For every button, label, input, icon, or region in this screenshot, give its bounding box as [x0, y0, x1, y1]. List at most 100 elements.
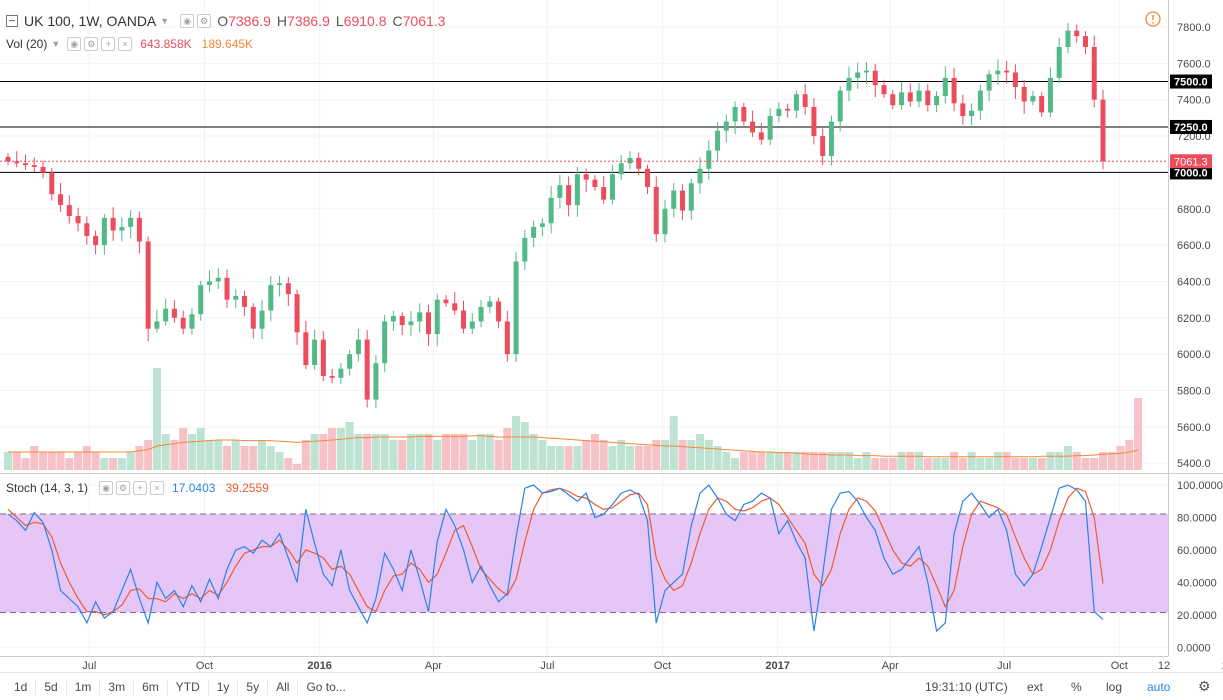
add-icon[interactable]: +: [133, 481, 148, 495]
price-tick-label: 7800.0: [1177, 22, 1211, 34]
candle-body: [951, 77, 957, 104]
volume-bar: [941, 458, 950, 470]
candle-body: [487, 301, 493, 307]
volume-bar: [783, 452, 792, 470]
candle-body: [1012, 72, 1018, 87]
eye-icon[interactable]: ◉: [67, 37, 82, 51]
ext-toggle[interactable]: ext: [1027, 679, 1044, 694]
volume-bar: [328, 428, 337, 470]
volume-bar: [801, 452, 810, 470]
time-tick-label: Jul: [997, 660, 1011, 672]
range-all-button[interactable]: All: [268, 678, 299, 695]
price-tick-label: 5400.0: [1177, 458, 1211, 470]
candles: [5, 23, 1106, 408]
stoch-tick-label: 0.0000: [1177, 642, 1211, 654]
eye-icon[interactable]: ◉: [180, 14, 195, 28]
volume-bar: [91, 452, 100, 470]
volume-bar: [827, 452, 836, 470]
settings-icon[interactable]: ⚙: [84, 37, 99, 51]
volume-bar: [187, 434, 196, 470]
volume-bar: [310, 434, 319, 470]
volume-bar: [897, 452, 906, 470]
volume-title[interactable]: Vol (20): [6, 37, 48, 51]
goto-button[interactable]: Go to...: [306, 679, 346, 694]
stoch-d-line: [7, 487, 1104, 616]
candle-body: [443, 299, 449, 304]
eye-icon[interactable]: ◉: [99, 481, 114, 495]
volume-bar: [713, 446, 722, 470]
range-ytd-button[interactable]: YTD: [168, 678, 209, 695]
candle-body: [496, 301, 502, 322]
dropdown-icon[interactable]: ▼: [160, 16, 170, 26]
candle-body: [793, 94, 799, 111]
add-icon[interactable]: +: [101, 37, 116, 51]
volume-bar: [967, 452, 976, 470]
gear-icon[interactable]: ⚙: [1198, 678, 1211, 694]
close-icon[interactable]: ×: [118, 37, 133, 51]
range-6m-button[interactable]: 6m: [134, 678, 168, 695]
volume-bar: [888, 458, 897, 470]
candle-body: [425, 312, 431, 335]
time-axis[interactable]: JulOct2016AprJulOct2017AprJulOct201812: [82, 660, 1223, 672]
log-toggle[interactable]: log: [1106, 679, 1123, 694]
warning-icon[interactable]: [1145, 11, 1161, 27]
settings-icon[interactable]: ⚙: [197, 14, 212, 28]
dropdown-icon[interactable]: ▼: [51, 39, 61, 49]
candle-body: [1030, 96, 1036, 102]
bottom-toolbar: 1d 5d 1m 3m 6m YTD 1y 5y All Go to... 19…: [0, 672, 1223, 700]
range-5y-button[interactable]: 5y: [238, 678, 269, 695]
range-1d-button[interactable]: 1d: [6, 678, 37, 695]
range-1m-button[interactable]: 1m: [67, 678, 101, 695]
volume-bar: [30, 446, 39, 470]
candle-body: [609, 174, 615, 200]
volume-bar: [266, 446, 275, 470]
clock-readout[interactable]: 19:31:10 (UTC): [925, 679, 1008, 694]
price-axis[interactable]: 7800.0 7600.0 7400.0 7200.0 7000.0 6800.0 6600…: [1177, 22, 1211, 470]
stoch-title[interactable]: Stoch (14, 3, 1): [6, 481, 89, 495]
collapse-icon[interactable]: [6, 15, 18, 27]
volume-bar: [240, 446, 249, 470]
stoch-axis[interactable]: 100.0000 80.0000 60.0000 40.0000 20.0000 0.00…: [1177, 480, 1223, 654]
candle-body: [347, 354, 353, 369]
settings-icon[interactable]: ⚙: [116, 481, 131, 495]
candle-body: [566, 185, 572, 206]
chart-canvas[interactable]: 7800.0 7600.0 7400.0 7200.0 7000.0 6800.0 6600…: [0, 0, 1223, 672]
candle-body: [969, 110, 975, 117]
candle-body: [469, 321, 475, 329]
candle-body: [828, 121, 834, 157]
candle-body: [715, 130, 721, 151]
volume-bar: [520, 422, 529, 470]
volume-bar: [512, 416, 521, 470]
range-1y-button[interactable]: 1y: [209, 678, 239, 695]
volume-bar: [152, 368, 161, 470]
stoch-tick-label: 40.0000: [1177, 577, 1217, 589]
volume-bar: [1134, 398, 1143, 470]
volume-bar: [363, 434, 372, 470]
volume-bar: [932, 458, 941, 470]
hline-price-tag: [1170, 74, 1212, 89]
candle-body: [329, 375, 335, 378]
low-label: L: [335, 13, 344, 29]
candle-body: [268, 285, 274, 311]
volume-bar: [599, 440, 608, 470]
range-3m-button[interactable]: 3m: [100, 678, 135, 695]
volume-bar: [1107, 452, 1116, 470]
close-icon[interactable]: ×: [150, 481, 165, 495]
symbol-title[interactable]: UK 100, 1W, OANDA: [24, 13, 157, 29]
horizontal-lines[interactable]: [0, 81, 1168, 173]
candle-body: [986, 74, 992, 91]
volume-bar: [494, 440, 503, 470]
candle-body: [66, 205, 72, 217]
candle-body: [574, 174, 580, 206]
candle-body: [338, 368, 344, 378]
volume-bar: [678, 440, 687, 470]
volume-bar: [748, 452, 757, 470]
volume-bars: [4, 368, 1143, 470]
auto-toggle[interactable]: auto: [1147, 679, 1171, 694]
last-price-label: 7061.3: [1174, 156, 1208, 168]
candle-body: [960, 103, 966, 117]
percent-toggle[interactable]: %: [1071, 679, 1082, 694]
volume-bar: [617, 440, 626, 470]
range-5d-button[interactable]: 5d: [36, 678, 67, 695]
